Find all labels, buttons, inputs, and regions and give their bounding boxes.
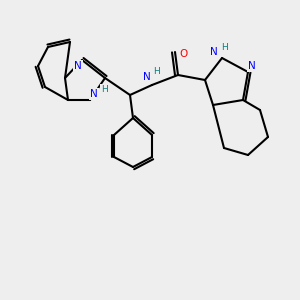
- Text: N: N: [248, 61, 256, 71]
- Text: N: N: [143, 72, 151, 82]
- Text: N: N: [210, 47, 218, 57]
- Text: H: H: [153, 68, 159, 76]
- Text: H: H: [100, 85, 107, 94]
- Text: O: O: [179, 49, 187, 59]
- Text: H: H: [222, 43, 228, 52]
- Text: N: N: [90, 89, 98, 99]
- Text: N: N: [74, 61, 82, 71]
